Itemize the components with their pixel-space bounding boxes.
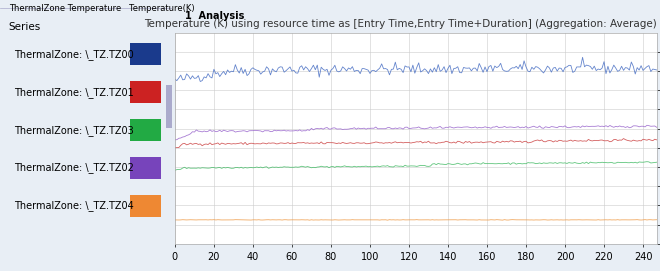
Text: Series: Series [9, 22, 41, 32]
FancyBboxPatch shape [131, 157, 161, 179]
Text: ThermalZone: \_TZ.TZ02: ThermalZone: \_TZ.TZ02 [14, 163, 133, 173]
FancyBboxPatch shape [131, 81, 161, 103]
FancyBboxPatch shape [131, 119, 161, 141]
Text: 1  Analysis: 1 Analysis [185, 11, 244, 21]
FancyBboxPatch shape [166, 85, 172, 128]
Text: ThermalZone Temperature   Temperature(K): ThermalZone Temperature Temperature(K) [9, 4, 194, 13]
Text: ThermalZone: \_TZ.TZ04: ThermalZone: \_TZ.TZ04 [14, 201, 133, 211]
Text: Temperature (K) using resource time as [Entry Time,Entry Time+Duration] (Aggrega: Temperature (K) using resource time as [… [144, 19, 657, 29]
Text: ThermalZone: \_TZ.TZ01: ThermalZone: \_TZ.TZ01 [14, 87, 133, 98]
Text: ThermalZone: \_TZ.TZ00: ThermalZone: \_TZ.TZ00 [14, 49, 133, 60]
Text: ThermalZone: \_TZ.TZ03: ThermalZone: \_TZ.TZ03 [14, 125, 133, 136]
FancyBboxPatch shape [131, 43, 161, 65]
FancyBboxPatch shape [131, 195, 161, 217]
